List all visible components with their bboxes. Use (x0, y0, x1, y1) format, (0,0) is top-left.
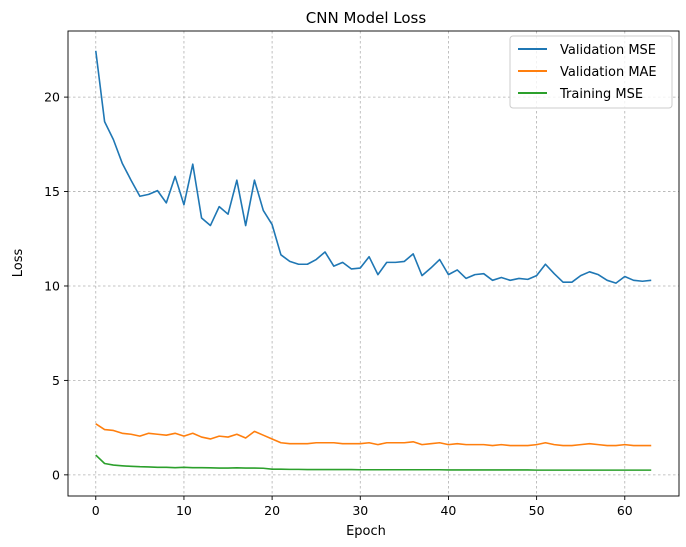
x-tick-label: 50 (529, 503, 545, 518)
legend-label-validation-mae: Validation MAE (560, 65, 657, 80)
series-line-training-mse (95, 454, 652, 471)
legend: Validation MSE Validation MAE Training M… (509, 35, 673, 109)
chart-title: CNN Model Loss (306, 9, 427, 27)
grid (68, 31, 679, 496)
x-axis-ticks: 0 10 20 30 40 50 60 (92, 496, 633, 518)
x-tick-label: 10 (176, 503, 192, 518)
series-line-validation-mse (94, 50, 652, 284)
y-tick-label: 5 (52, 373, 60, 388)
y-axis-label: Loss (11, 249, 26, 278)
x-axis-label: Epoch (346, 524, 386, 539)
x-tick-label: 40 (440, 503, 456, 518)
y-tick-label: 0 (52, 467, 60, 482)
legend-label-training-mse: Training MSE (559, 87, 643, 102)
legend-box (509, 35, 673, 109)
y-tick-label: 15 (44, 184, 60, 199)
y-axis-ticks: 0 5 10 15 20 (44, 90, 68, 482)
plot-frame (67, 30, 680, 497)
x-tick-label: 0 (92, 503, 100, 518)
legend-label-validation-mse: Validation MSE (560, 43, 656, 58)
y-tick-label: 20 (44, 90, 60, 105)
x-tick-label: 30 (352, 503, 368, 518)
x-tick-label: 60 (617, 503, 633, 518)
series-line-validation-mae (95, 423, 652, 447)
x-tick-label: 20 (264, 503, 280, 518)
y-tick-label: 10 (44, 278, 60, 293)
series-lines (94, 50, 652, 471)
